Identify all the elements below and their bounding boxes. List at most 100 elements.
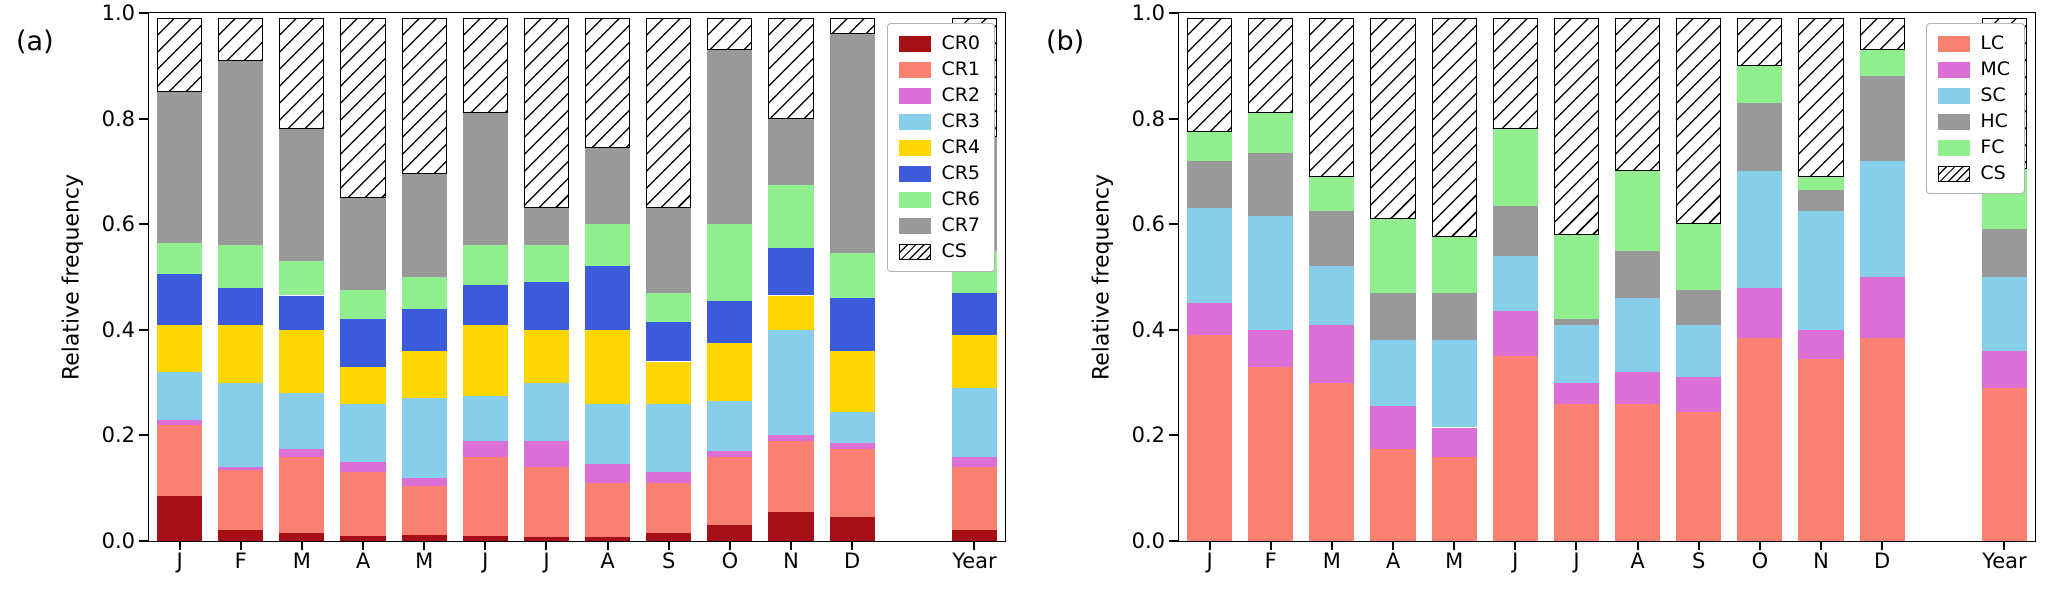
bar-segment-CR2: [340, 461, 386, 473]
x-tick-label: N: [1813, 549, 1829, 573]
bar-segment-CR4: [523, 329, 570, 383]
x-tick-label: A: [1630, 549, 1645, 573]
bar-segment-CR6: [218, 245, 264, 288]
bar-segment-CR7: [279, 129, 325, 262]
bar-segment-CR7: [707, 49, 753, 225]
legend-label-CR3: CR3: [941, 110, 980, 132]
bar-segment-CR5: [646, 321, 692, 362]
x-tick-mark: [1208, 541, 1211, 550]
x-tick-mark: [484, 541, 487, 550]
y-tick-label: 0.6: [101, 212, 135, 237]
legend-patch-SC: [1938, 87, 1971, 104]
x-tick-label: S: [662, 549, 676, 573]
bar-segment-CR7: [829, 34, 875, 254]
bar-segment-CR2: [279, 448, 325, 457]
bar-segment-FC: [1859, 49, 1905, 77]
bar-segment-FC: [1309, 176, 1355, 211]
y-tick-mark: [1169, 117, 1178, 120]
bar-segment-CS: [279, 18, 325, 130]
bar-segment-HC: [1492, 205, 1538, 256]
bar-segment-CR0: [401, 534, 447, 541]
bar-segment-CR3: [156, 372, 203, 420]
bar-segment-CS: [523, 18, 570, 209]
legend-label-CR0: CR0: [941, 32, 980, 54]
legend-item-CR5: CR5: [899, 163, 980, 184]
bar-segment-LC: [1614, 403, 1661, 541]
bar-segment-CR1: [279, 456, 325, 534]
x-tick-mark: [1820, 541, 1822, 550]
x-tick-mark: [2003, 541, 2006, 550]
bar-segment-CR4: [340, 366, 386, 404]
x-tick-label: Year: [952, 549, 997, 573]
bar-segment-MC: [1248, 329, 1294, 367]
bar-segment-CR0: [829, 517, 875, 541]
y-tick-mark: [1169, 12, 1178, 14]
legend-label-CR4: CR4: [941, 136, 980, 158]
bar-segment-MC: [1676, 377, 1722, 412]
x-tick-mark: [1453, 541, 1456, 550]
bar-segment-CR4: [401, 350, 447, 399]
bar-segment-CR7: [584, 147, 631, 225]
y-tick-mark: [139, 223, 148, 226]
legend-label-CR7: CR7: [941, 214, 980, 236]
bar-segment-SC: [1370, 340, 1416, 407]
bar-segment-SC: [1981, 277, 2028, 351]
bar-segment-SC: [1676, 324, 1722, 378]
bar-segment-CR0: [156, 496, 203, 541]
legend-patch-FC: [1938, 139, 1971, 156]
bar-segment-CS: [462, 18, 508, 114]
bar-segment-CR6: [156, 242, 203, 275]
bar-segment-CR6: [523, 245, 570, 283]
y-tick-mark: [139, 12, 148, 14]
bar-segment-CS: [1370, 18, 1416, 219]
legend-patch-LC: [1938, 35, 1971, 52]
bar-segment-CR0: [218, 530, 264, 541]
bar-segment-CS: [156, 18, 203, 93]
bar-segment-HC: [1737, 102, 1783, 172]
bar-segment-CR2: [584, 464, 631, 483]
x-tick-mark: [606, 541, 609, 550]
bar-segment-CR7: [523, 208, 570, 246]
bar-segment-CR4: [584, 329, 631, 404]
x-tick-mark: [973, 541, 976, 550]
bar-segment-CR3: [768, 329, 814, 436]
bar-segment-CR1: [340, 472, 386, 536]
bar-segment-CR0: [707, 525, 753, 541]
bar-segment-LC: [1492, 356, 1538, 541]
legend-patch-CR2: [899, 87, 932, 104]
bar-segment-CR5: [279, 295, 325, 330]
x-tick-label: F: [234, 549, 247, 573]
bar-segment-CR1: [829, 448, 875, 518]
legend-label-SC: SC: [1980, 84, 2006, 106]
x-tick-label: J: [1206, 549, 1213, 573]
bar-segment-FC: [1798, 176, 1844, 190]
legend: LC MC SC HC FC CS: [1926, 23, 2025, 194]
x-tick-mark: [362, 541, 364, 550]
bar-segment-SC: [1553, 324, 1600, 383]
y-tick-mark: [1169, 328, 1178, 331]
bar-segment-HC: [1859, 76, 1905, 161]
bar-segment-HC: [1248, 152, 1294, 217]
bar-segment-CR4: [951, 335, 998, 388]
bar-segment-LC: [1186, 335, 1233, 541]
bar-segment-CR5: [523, 282, 570, 330]
bar-segment-FC: [1186, 131, 1233, 161]
bar-segment-LC: [1798, 358, 1844, 541]
bar-segment-FC: [1676, 224, 1722, 291]
bar-segment-CR7: [768, 118, 814, 185]
bar-segment-CS: [1737, 18, 1783, 66]
x-tick-label: Year: [1982, 549, 2027, 573]
bar-segment-CR5: [584, 266, 631, 330]
bar-segment-CR0: [951, 530, 998, 541]
bar-segment-MC: [1309, 324, 1355, 383]
bar-segment-CR2: [401, 477, 447, 486]
legend-label-MC: MC: [1980, 58, 2010, 80]
bar-segment-CR2: [829, 443, 875, 449]
bar-segment-CR5: [340, 319, 386, 367]
legend-label-CS: CS: [1980, 162, 2006, 184]
x-tick-mark: [1697, 541, 1700, 550]
bar-segment-MC: [1553, 382, 1600, 404]
bar-segment-CR7: [401, 174, 447, 277]
x-tick-mark: [790, 541, 792, 550]
bar-segment-CR0: [584, 536, 631, 541]
